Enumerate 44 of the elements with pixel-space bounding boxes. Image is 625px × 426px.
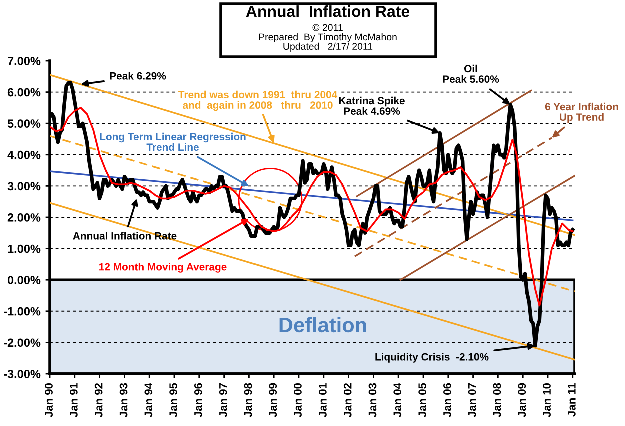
x-tick-label: Jan 01 [319,383,327,418]
x-tick-label: Jan 90 [45,383,53,418]
x-tick-label: Jan 04 [394,383,402,418]
y-tick-label: 6.00% [8,88,41,97]
annotation: Long Term Linear Regression Trend Line [100,132,246,152]
x-tick-label: Jan 07 [468,384,476,418]
annotation: 6 Year Inflation Up Trend [545,102,618,124]
annotation: Liquidity Crisis -2.10% [376,353,489,363]
x-tick-label: Jan 91 [70,383,78,418]
x-tick-label: Jan 98 [244,383,252,418]
y-tick-label: 2.00% [8,214,41,222]
x-tick-label: Jan 95 [170,383,178,418]
band-label: Deflation [280,317,366,333]
x-tick-label: Jan 03 [368,383,377,418]
annotation: Trend was down 1991 thru 2004 and again in 2008 thru 2010 [178,90,338,112]
annotation: 12 Month Moving Average [100,263,227,273]
x-tick-label: Jan 99 [269,383,278,418]
x-tick-label: Jan 08 [493,383,502,418]
x-tick-label: Jan 05 [418,383,426,418]
chart-title: Annual Inflation Rate [246,6,410,18]
x-tick-label: Jan 94 [144,383,153,418]
x-tick-label: Jan 11 [568,383,576,417]
y-tick-label: -3.00% [4,370,41,378]
x-tick-label: Jan 00 [294,383,302,418]
x-tick-label: Jan 09 [518,383,526,418]
y-tick-label: 7.00% [8,57,41,66]
y-tick-label: 3.00% [8,182,41,191]
x-tick-label: Jan 02 [344,383,352,418]
y-tick-label: -2.00% [4,338,41,348]
y-tick-label: 4.00% [8,150,41,160]
x-tick-label: Jan 06 [444,383,452,418]
y-tick-label: 1.00% [8,244,41,254]
y-tick-label: -1.00% [4,307,41,316]
y-tick-label: 5.00% [8,120,41,128]
x-tick-label: Jan 92 [94,383,103,418]
chart-subtitle: © 2011 Prepared By Timothy McMahon Updated 2/17/ 2011 [259,24,397,52]
annotation: Oil Peak 5.60% [443,64,500,84]
x-tick-label: Jan 97 [219,384,228,418]
x-tick-label: Jan 96 [194,383,202,418]
annotation: Katrina Spike Peak 4.69% [339,96,405,116]
x-tick-label: Jan 10 [543,383,551,418]
x-tick-label: Jan 93 [120,383,128,418]
y-tick-label: 0.00% [8,276,41,284]
annotation: Peak 6.29% [110,72,166,80]
